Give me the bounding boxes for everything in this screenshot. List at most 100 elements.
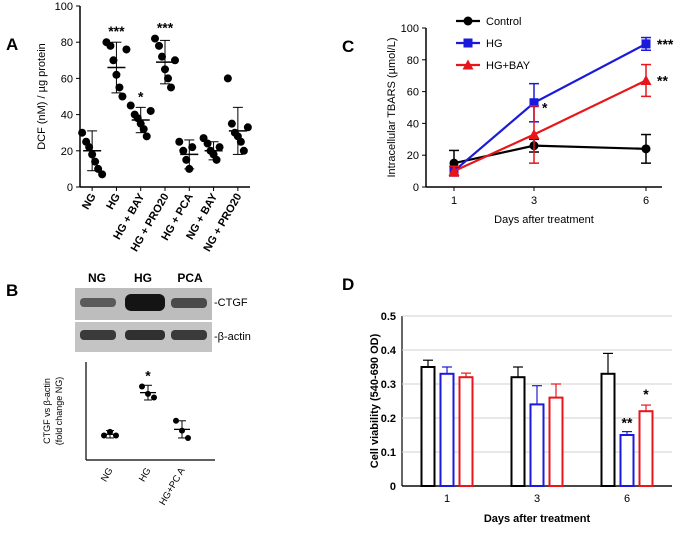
- a-x-tick-label: HG: [104, 192, 123, 212]
- c-x-axis-title: Days after treatment: [494, 214, 594, 226]
- blot-band-actin-ng: [80, 330, 116, 340]
- a-data-point: [122, 45, 131, 54]
- b-y-axis-title-line1: CTGF vs β-actin: [42, 378, 52, 444]
- c-legend-label: Control: [486, 16, 521, 28]
- d-bar: [439, 372, 455, 487]
- a-y-tick-label: 80: [61, 37, 73, 49]
- d-x-tick-label: 1: [444, 493, 450, 505]
- a-data-point: [98, 170, 107, 179]
- a-x-tick-label: NG: [80, 192, 99, 212]
- a-data-point: [236, 137, 245, 146]
- c-significance-mark: *: [542, 100, 548, 116]
- blot-band-label-ctgf: -CTGF: [214, 297, 248, 309]
- b-x-tick-label: NG: [99, 466, 116, 484]
- b-data-point: [113, 432, 119, 439]
- a-data-point: [109, 56, 118, 65]
- b-data-point: [145, 390, 151, 397]
- blot-lane-ng: NG: [88, 271, 106, 285]
- c-legend-marker: [463, 38, 473, 48]
- a-data-point: [146, 106, 155, 115]
- c-x-tick-label: 6: [643, 195, 649, 207]
- a-significance-mark: ***: [157, 20, 174, 36]
- a-y-tick-label: 0: [67, 182, 73, 194]
- a-y-tick-label: 100: [55, 1, 73, 13]
- c-data-point: [641, 39, 651, 49]
- d-y-tick-label: 0.5: [381, 311, 396, 323]
- c-data-point: [641, 144, 651, 154]
- a-data-point: [227, 119, 236, 128]
- a-data-point: [142, 132, 151, 141]
- a-data-point: [85, 143, 94, 152]
- c-data-point: [528, 129, 540, 140]
- a-data-point: [171, 56, 179, 65]
- c-y-tick-label: 0: [413, 182, 419, 194]
- blot-band-actin-pca: [171, 330, 207, 340]
- c-x-tick-label: 3: [531, 195, 537, 207]
- d-y-axis-title: Cell viability (540-690 OD): [369, 333, 381, 468]
- a-significance-mark: ***: [108, 23, 125, 39]
- panel-d-label: D: [342, 275, 354, 294]
- c-legend-label: HG+BAY: [486, 60, 531, 72]
- d-bar: [548, 396, 564, 488]
- c-data-point: [449, 158, 459, 168]
- b-data-point: [185, 434, 191, 441]
- a-data-point: [167, 83, 175, 92]
- d-significance-mark: **: [622, 415, 633, 431]
- a-data-point: [91, 157, 100, 166]
- a-y-tick-label: 20: [61, 146, 73, 158]
- blot-lane-hg: HG: [134, 271, 152, 285]
- a-data-point: [179, 146, 188, 155]
- b-x-tick-label: HG+PC A: [157, 465, 188, 507]
- a-significance-mark: *: [138, 88, 144, 104]
- d-bar: [458, 376, 474, 488]
- blot-band-ctgf-pca: [171, 298, 207, 308]
- d-bar: [619, 434, 635, 487]
- a-data-point: [126, 101, 135, 110]
- a-data-point: [239, 146, 248, 155]
- c-y-tick-label: 100: [401, 23, 419, 35]
- d-bar: [638, 410, 654, 488]
- blot-lane-pca: PCA: [177, 271, 203, 285]
- c-legend-marker: [463, 16, 473, 26]
- d-significance-mark: *: [643, 386, 649, 402]
- b-data-point: [179, 427, 185, 434]
- a-data-point: [223, 74, 232, 83]
- panel-a-label: A: [6, 35, 18, 54]
- a-data-point: [139, 125, 148, 134]
- d-x-tick-label: 3: [534, 493, 540, 505]
- c-y-tick-label: 20: [407, 150, 419, 162]
- a-y-tick-label: 60: [61, 73, 73, 85]
- d-y-tick-label: 0.1: [381, 447, 396, 459]
- c-data-point: [448, 165, 460, 176]
- c-series-line-0: [453, 144, 647, 165]
- a-data-point: [188, 143, 197, 152]
- c-y-tick-label: 60: [407, 87, 419, 99]
- b-data-point: [173, 417, 179, 424]
- c-legend-label: HG: [486, 38, 503, 50]
- a-data-point: [78, 128, 87, 137]
- d-y-tick-label: 0.4: [381, 345, 397, 357]
- a-data-point: [215, 143, 224, 152]
- panel-c-chart: 0 20 40 60 80 100 1 3 6 Days after treatment Intra…: [386, 16, 674, 226]
- a-data-point: [106, 41, 115, 50]
- blot-band-ctgf-hg: [125, 294, 165, 311]
- a-data-point: [203, 139, 212, 148]
- c-series-line-1: [453, 42, 647, 172]
- a-data-point: [118, 92, 127, 101]
- d-bar: [529, 403, 545, 487]
- b-data-point: [107, 428, 113, 435]
- a-y-axis-title: DCF (nM) / µg protein: [36, 43, 48, 150]
- c-x-tick-label: 1: [451, 195, 457, 207]
- a-data-point: [164, 74, 172, 83]
- blot-band-label-actin: -β-actin: [214, 331, 251, 343]
- d-y-tick-label: 0.3: [381, 379, 396, 391]
- d-bar: [420, 366, 436, 487]
- panel-c-label: C: [342, 37, 354, 56]
- c-data-point: [640, 74, 652, 85]
- a-data-point: [115, 83, 124, 92]
- d-bar: [510, 376, 526, 488]
- a-data-point: [175, 137, 184, 146]
- blot-band-actin-hg: [125, 330, 165, 340]
